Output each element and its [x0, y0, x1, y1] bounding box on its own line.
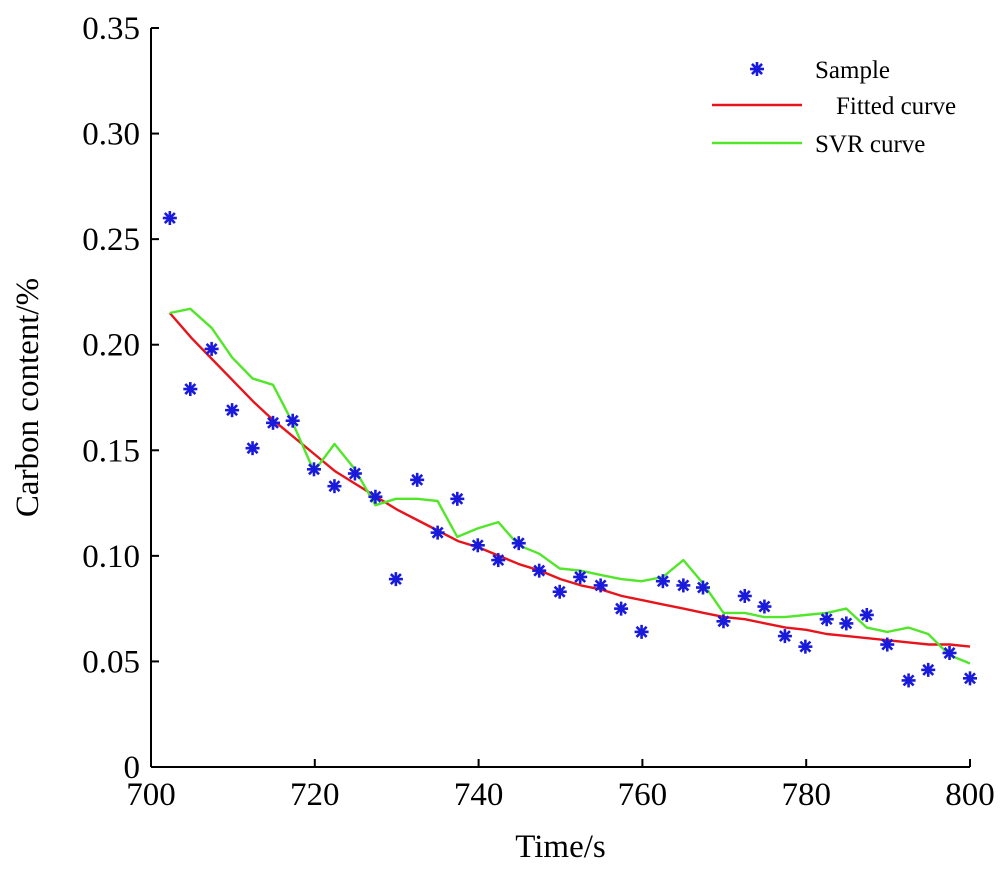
sample-point	[716, 614, 731, 629]
sample-point	[245, 441, 260, 456]
sample-point	[614, 601, 629, 616]
sample-point	[306, 462, 321, 477]
y-tick-label: 0.20	[82, 328, 140, 364]
sample-point	[450, 491, 465, 506]
sample-point	[285, 413, 300, 428]
sample-point	[410, 472, 425, 487]
sample-point	[183, 382, 198, 397]
sample-point	[266, 415, 281, 430]
tick-group: 700 720 740 760 780 800 0 0.05 0.10 0.15 0.20 0.25 0…	[82, 11, 995, 813]
y-tick-label: 0.05	[82, 644, 140, 680]
legend-label-svr-curve: SVR curve	[815, 131, 925, 158]
sample-point	[777, 629, 792, 644]
sample-point	[573, 569, 588, 584]
y-axis-title: Carbon content/%	[10, 278, 46, 517]
sample-point	[347, 466, 362, 481]
x-tick-label: 780	[781, 777, 831, 813]
legend-label-sample: Sample	[815, 57, 890, 84]
sample-point	[225, 403, 240, 418]
sample-point	[921, 662, 936, 677]
sample-point	[859, 607, 874, 622]
sample-point	[963, 671, 977, 686]
sample-point	[676, 578, 691, 593]
sample-point	[511, 536, 526, 551]
sample-point	[430, 525, 445, 540]
x-tick-label: 760	[618, 777, 668, 813]
sample-point	[162, 211, 177, 226]
sample-point	[942, 645, 957, 660]
sample-point	[552, 584, 567, 599]
sample-point	[819, 612, 834, 627]
sample-point	[368, 489, 383, 504]
sample-point	[491, 553, 506, 568]
sample-point	[634, 624, 649, 639]
sample-point	[593, 578, 608, 593]
sample-point	[737, 588, 752, 603]
axes	[150, 28, 970, 768]
y-tick-label: 0.15	[82, 433, 140, 469]
y-tick-label: 0.30	[82, 117, 140, 153]
x-axis-title: Time/s	[515, 829, 606, 865]
sample-point	[839, 616, 854, 631]
x-tick-label: 700	[126, 777, 176, 813]
sample-point	[204, 341, 219, 356]
fitted-curve-line	[168, 312, 971, 648]
sample-point	[470, 538, 485, 553]
x-tick-label: 800	[945, 777, 995, 813]
sample-point	[757, 599, 772, 614]
x-tick-label: 720	[290, 777, 340, 813]
sample-point	[798, 639, 813, 654]
svr-curve-line	[169, 307, 971, 665]
legend-label-fitted-curve: Fitted curve	[836, 93, 956, 120]
sample-point	[901, 673, 916, 688]
sample-point	[327, 479, 342, 494]
legend-marker-sample	[750, 62, 764, 76]
y-tick-label: 0	[124, 750, 141, 786]
x-tick-label: 740	[454, 777, 504, 813]
y-tick-label: 0.25	[82, 222, 140, 258]
y-tick-label: 0.10	[82, 539, 140, 575]
sample-point	[532, 563, 547, 578]
sample-point	[880, 637, 895, 652]
sample-point	[655, 574, 670, 589]
sample-point	[696, 580, 711, 595]
sample-point	[388, 572, 403, 587]
series-layer	[162, 211, 977, 688]
y-tick-label: 0.35	[82, 11, 140, 47]
legend: Sample Fitted curve SVR curve	[712, 57, 956, 158]
